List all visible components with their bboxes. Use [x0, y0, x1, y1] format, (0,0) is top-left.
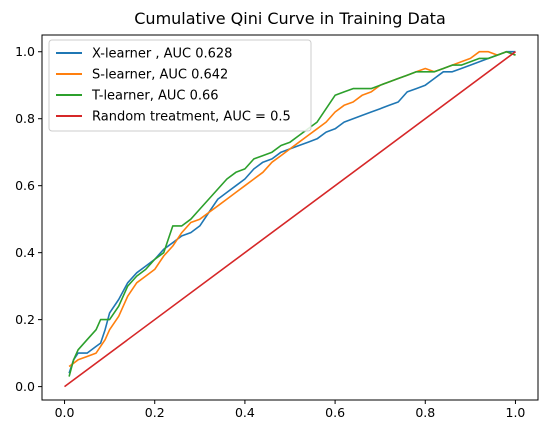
- y-tick-label: 0.2: [15, 312, 35, 327]
- x-tick-label: 0.4: [235, 405, 255, 420]
- y-tick-label: 0.8: [15, 111, 35, 126]
- x-tick-label: 0.0: [55, 405, 75, 420]
- y-tick-label: 1.0: [15, 44, 35, 59]
- legend-label: T-learner, AUC 0.66: [91, 89, 219, 104]
- y-tick-label: 0.4: [15, 245, 35, 260]
- legend-label: X-learner , AUC 0.628: [92, 47, 232, 62]
- x-tick-label: 0.2: [145, 405, 165, 420]
- y-tick-label: 0.0: [15, 379, 35, 394]
- x-axis: 0.0 0.2 0.4 0.6 0.8 1.0: [55, 400, 526, 420]
- legend-label: S-learner, AUC 0.642: [92, 68, 228, 83]
- legend-label: Random treatment, AUC = 0.5: [92, 110, 291, 125]
- x-tick-label: 1.0: [506, 405, 526, 420]
- y-tick-label: 0.6: [15, 178, 35, 193]
- x-tick-label: 0.6: [325, 405, 345, 420]
- chart-title: Cumulative Qini Curve in Training Data: [134, 9, 446, 28]
- legend: X-learner , AUC 0.628 S-learner, AUC 0.64…: [49, 40, 311, 131]
- y-axis: 0.0 0.2 0.4 0.6 0.8 1.0: [15, 44, 42, 394]
- x-tick-label: 0.8: [415, 405, 435, 420]
